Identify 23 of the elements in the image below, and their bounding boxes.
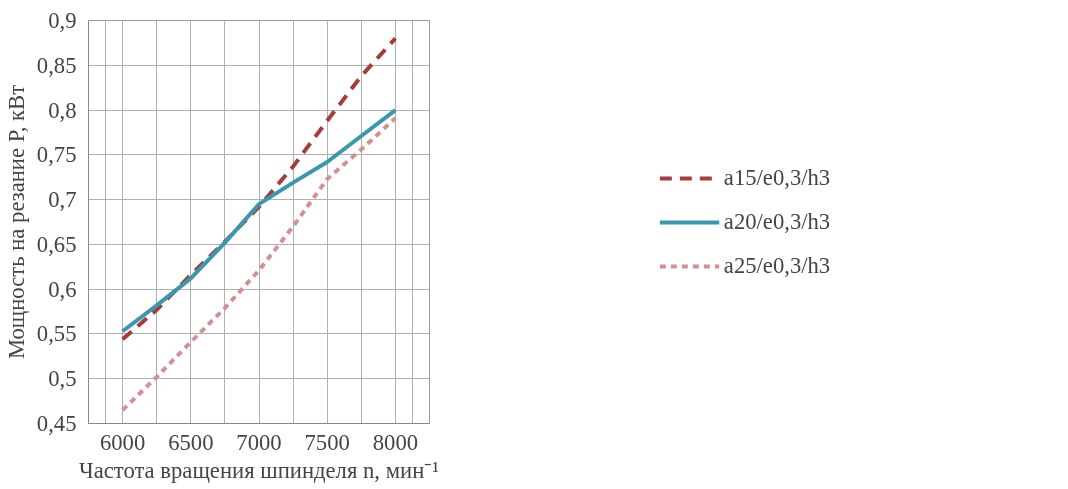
x-tick-label: 8000 (372, 429, 419, 455)
x-tick-label: 6500 (168, 429, 214, 455)
line-series (120, 108, 398, 334)
y-tick-label: 0,65 (36, 231, 77, 257)
y-tick-label: 0,8 (48, 97, 77, 123)
line-series (120, 116, 398, 413)
x-tick-label: 6000 (99, 429, 146, 455)
legend-label: a20/e0,3/h3 (723, 208, 831, 235)
y-axis-title: Мощность на резание P, кВт (3, 84, 29, 360)
x-axis-title: Частота вращения шпинделя n, мин⁻¹ (78, 457, 440, 483)
y-tick-label: 0,55 (36, 321, 77, 347)
y-tick-label: 0,85 (36, 52, 77, 78)
legend-label: a15/e0,3/h3 (723, 164, 831, 191)
y-tick-label: 0,75 (36, 142, 77, 168)
y-tick-label: 0,5 (48, 366, 77, 392)
line-series (120, 36, 398, 342)
x-tick-label: 7500 (304, 429, 350, 455)
y-tick-label: 0,45 (36, 411, 77, 436)
x-tick-label: 7000 (236, 429, 282, 455)
y-tick-label: 0,6 (48, 276, 77, 302)
y-tick-label: 0,7 (48, 187, 77, 213)
legend-label: a25/e0,3/h3 (723, 252, 831, 279)
y-tick-label: 0,9 (48, 8, 77, 33)
